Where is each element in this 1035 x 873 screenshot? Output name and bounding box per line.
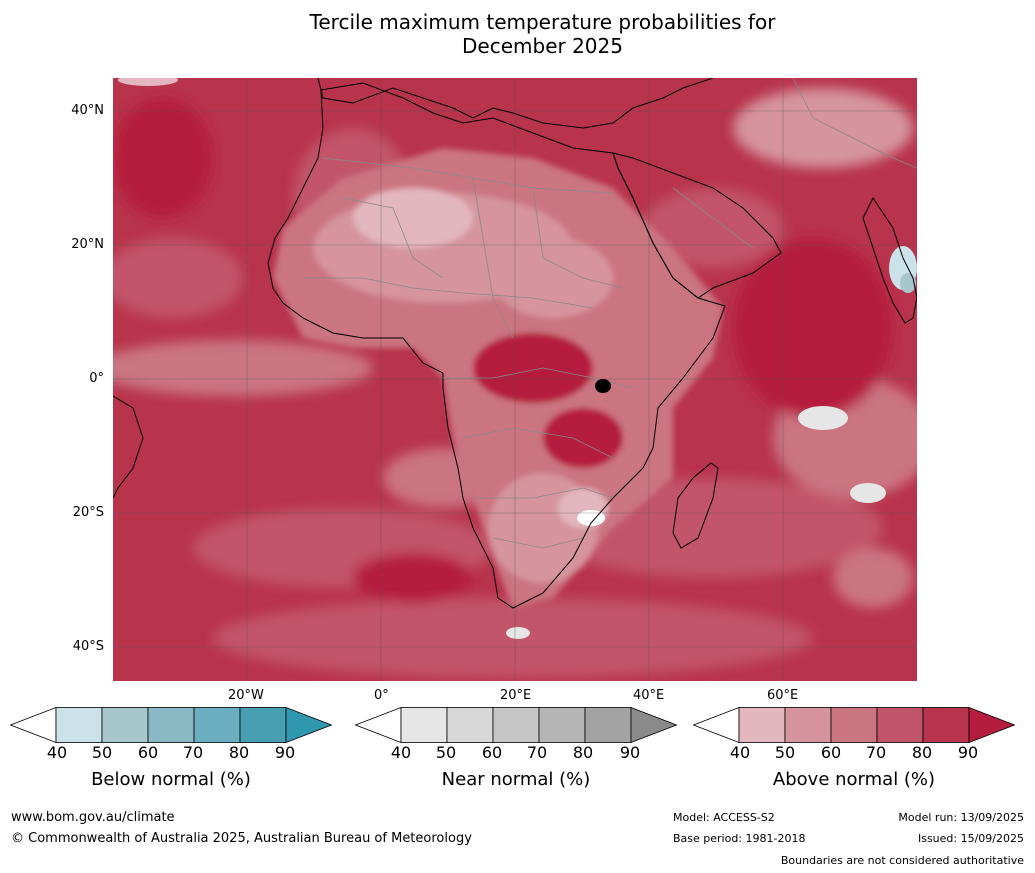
tick-label: 40 [46, 743, 68, 762]
below-normal-colorbar [10, 707, 332, 743]
tick-label: 50 [435, 743, 457, 762]
model-text: Model: ACCESS-S2 [673, 811, 775, 824]
colorbar-segment [830, 707, 878, 743]
colorbar-high-extend [630, 707, 677, 743]
colorbar-segment [55, 707, 103, 743]
lat-label-40n: 40°N [71, 103, 104, 118]
colorbar-segment [147, 707, 195, 743]
lon-label-20w: 20°W [228, 688, 264, 703]
light-patch [798, 406, 848, 430]
land-shading [273, 148, 723, 608]
light-patch [850, 483, 886, 503]
issued-text: Issued: 15/09/2025 [917, 832, 1024, 845]
tick-label: 90 [274, 743, 296, 762]
above-normal-caption: Above normal (%) [772, 769, 936, 790]
map-title: Tercile maximum temperature probabilitie… [0, 10, 1035, 58]
base-period-text: Base period: 1981-2018 [673, 832, 806, 845]
tick-label: 80 [572, 743, 594, 762]
below-normal-patch [900, 273, 916, 293]
colorbar-high-extend [968, 707, 1015, 743]
tick-label: 70 [182, 743, 204, 762]
colorbar-segment [446, 707, 494, 743]
light-patch [577, 510, 605, 526]
website-link[interactable]: www.bom.gov.au/climate [11, 810, 175, 825]
tick-label: 80 [911, 743, 933, 762]
lake-victoria [595, 379, 611, 393]
tick-label: 70 [865, 743, 887, 762]
model-run-text: Model run: 13/09/2025 [898, 811, 1024, 824]
tick-label: 60 [820, 743, 842, 762]
disclaimer-text: Boundaries are not considered authoritat… [780, 854, 1024, 867]
lon-label-60e: 60°E [767, 688, 799, 703]
lat-label-0: 0° [89, 371, 104, 386]
lon-label-0: 0° [374, 688, 389, 703]
tick-label: 50 [774, 743, 796, 762]
colorbar-segment [876, 707, 924, 743]
near-normal-caption: Near normal (%) [441, 769, 591, 790]
copyright-text: © Commonwealth of Australia 2025, Austra… [11, 831, 472, 846]
colorbar-segment [193, 707, 241, 743]
colorbar-segment [400, 707, 448, 743]
colorbar-segment [584, 707, 632, 743]
graticule [113, 78, 917, 681]
above-normal-colorbar [693, 707, 1015, 743]
colorbar-segment [239, 707, 287, 743]
lon-label-20e: 20°E [500, 688, 532, 703]
tick-label: 90 [957, 743, 979, 762]
colorbar-segment [492, 707, 540, 743]
tick-label: 50 [91, 743, 113, 762]
colorbar-segment [922, 707, 970, 743]
colorbar-segment [784, 707, 832, 743]
colorbar-segment [101, 707, 149, 743]
tick-label: 60 [137, 743, 159, 762]
coastlines [113, 78, 917, 609]
tick-label: 40 [729, 743, 751, 762]
tick-label: 70 [526, 743, 548, 762]
light-patch [506, 627, 530, 639]
title-line-2: December 2025 [462, 34, 623, 58]
colorbar-high-extend [285, 707, 332, 743]
title-line-1: Tercile maximum temperature probabilitie… [309, 10, 776, 34]
below-normal-caption: Below normal (%) [91, 769, 251, 790]
colorbar-low-extend [693, 707, 740, 743]
tick-label: 80 [228, 743, 250, 762]
country-borders [303, 78, 917, 549]
probability-map [113, 78, 917, 681]
tick-label: 60 [481, 743, 503, 762]
lat-label-20n: 20°N [71, 237, 104, 252]
near-normal-colorbar [355, 707, 677, 743]
map-svg [113, 78, 917, 681]
colorbar-low-extend [10, 707, 57, 743]
colorbar-segment [538, 707, 586, 743]
light-patch [118, 78, 178, 86]
tick-label: 90 [619, 743, 641, 762]
lat-label-40s: 40°S [72, 639, 104, 654]
colorbar-segment [738, 707, 786, 743]
lon-label-40e: 40°E [633, 688, 665, 703]
lat-label-20s: 20°S [72, 505, 104, 520]
colorbar-low-extend [355, 707, 402, 743]
tick-label: 40 [390, 743, 412, 762]
